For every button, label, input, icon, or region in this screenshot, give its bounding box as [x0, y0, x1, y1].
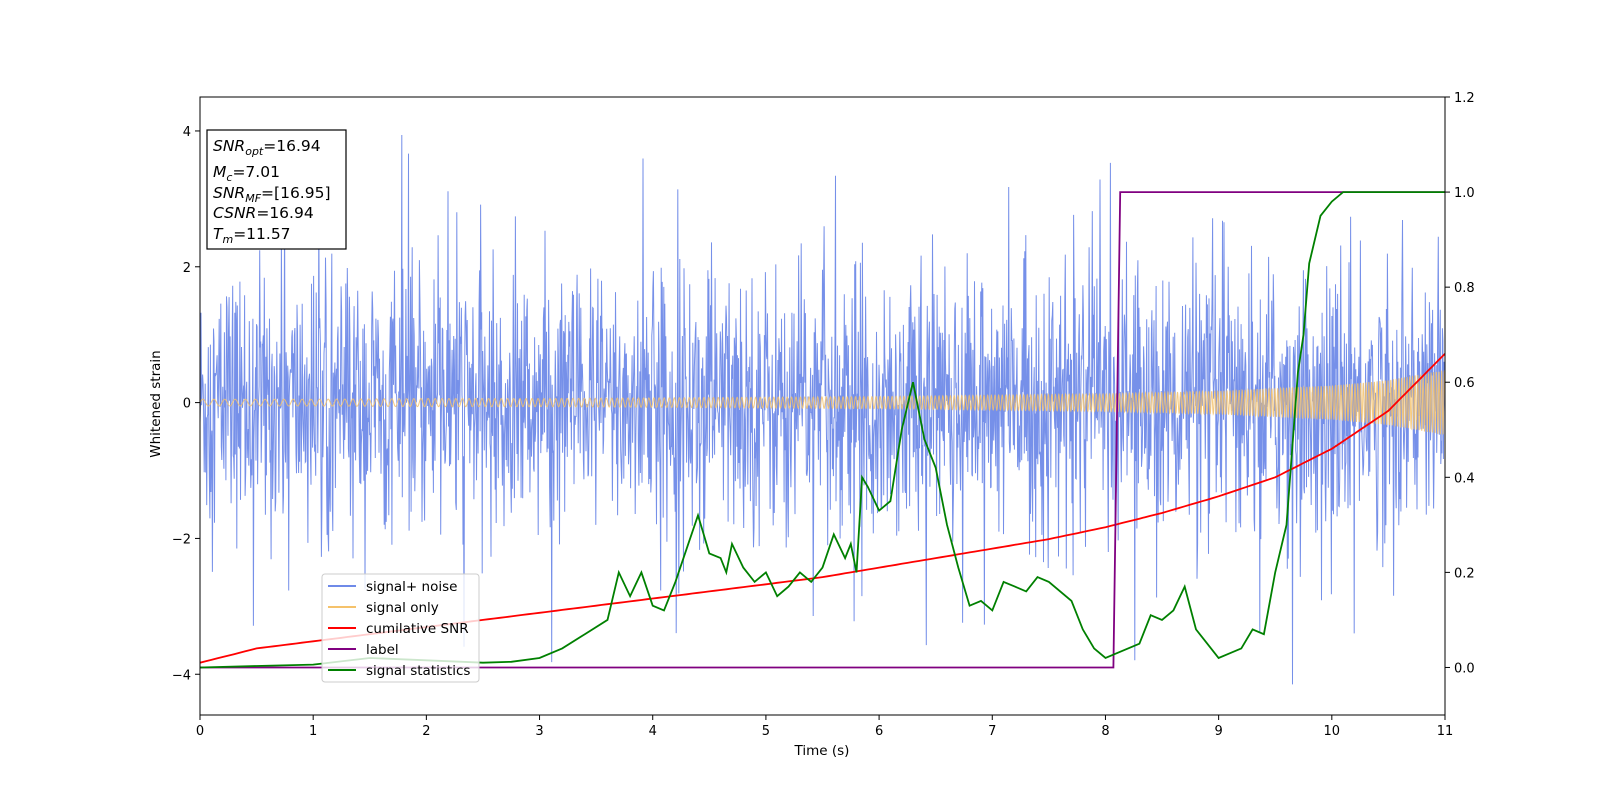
- y-right-tick-label: 0.4: [1454, 471, 1475, 486]
- y-left-tick-label: 4: [183, 125, 191, 140]
- x-tick-label: 9: [1214, 724, 1222, 739]
- info-box: SNRopt=16.94 Mc=7.01 SNRMF=[16.95] CSNR=…: [206, 129, 347, 250]
- y-right-tick-label: 1.2: [1454, 91, 1475, 106]
- legend-label-signal-noise: signal+ noise: [366, 579, 457, 595]
- x-tick-label: 11: [1437, 724, 1454, 739]
- y-left-tick-label: 0: [183, 397, 191, 412]
- legend-label-label: label: [366, 642, 399, 658]
- x-tick-label: 7: [988, 724, 996, 739]
- y-left-tick-label: −4: [172, 668, 191, 683]
- y-left-tick-label: −2: [172, 532, 191, 547]
- x-axis-label: Time (s): [794, 743, 850, 759]
- y-right-tick-label: 0.8: [1454, 281, 1475, 296]
- series-label: [200, 191, 1445, 669]
- x-tick-label: 0: [196, 724, 204, 739]
- y-right-tick-label: 0.0: [1454, 661, 1475, 676]
- info-csnr: CSNR=16.94: [213, 204, 314, 222]
- legend: signal+ noise signal only cumilative SNR…: [321, 573, 480, 683]
- info-tm: Tm=11.57: [213, 225, 291, 246]
- y-right-tick-label: 1.0: [1454, 186, 1475, 201]
- info-snr-opt: SNRopt=16.94: [213, 137, 321, 158]
- plot-frame: [199, 96, 1446, 716]
- x-tick-label: 6: [875, 724, 883, 739]
- legend-label-signal-only: signal only: [366, 600, 439, 616]
- x-tick-label: 4: [649, 724, 657, 739]
- x-tick-label: 10: [1324, 724, 1341, 739]
- y-right-tick-label: 0.2: [1454, 566, 1475, 581]
- info-snr-mf: SNRMF=[16.95]: [213, 184, 331, 205]
- legend-label-signal-statistics: signal statistics: [366, 663, 470, 679]
- series-signal-statistics: [200, 191, 1445, 669]
- y-left-tick-label: 2: [183, 261, 191, 276]
- x-tick-label: 2: [422, 724, 430, 739]
- x-tick-label: 5: [762, 724, 770, 739]
- y-axis-label: Whitened strain: [148, 350, 164, 457]
- x-tick-label: 8: [1101, 724, 1109, 739]
- x-tick-label: 3: [535, 724, 543, 739]
- x-tick-label: 1: [309, 724, 317, 739]
- info-mc: Mc=7.01: [213, 163, 280, 184]
- axes: 0 1 2 3 4 5 6 7 8 9 10 11 −4 −2 0 2 4 0.0 0.2 0.4 0.6 0.8 1.0 1…: [172, 91, 1475, 739]
- series-signal-only: [200, 370, 1445, 435]
- y-right-tick-label: 0.6: [1454, 376, 1475, 391]
- legend-label-cumulative-snr: cumilative SNR: [366, 621, 469, 637]
